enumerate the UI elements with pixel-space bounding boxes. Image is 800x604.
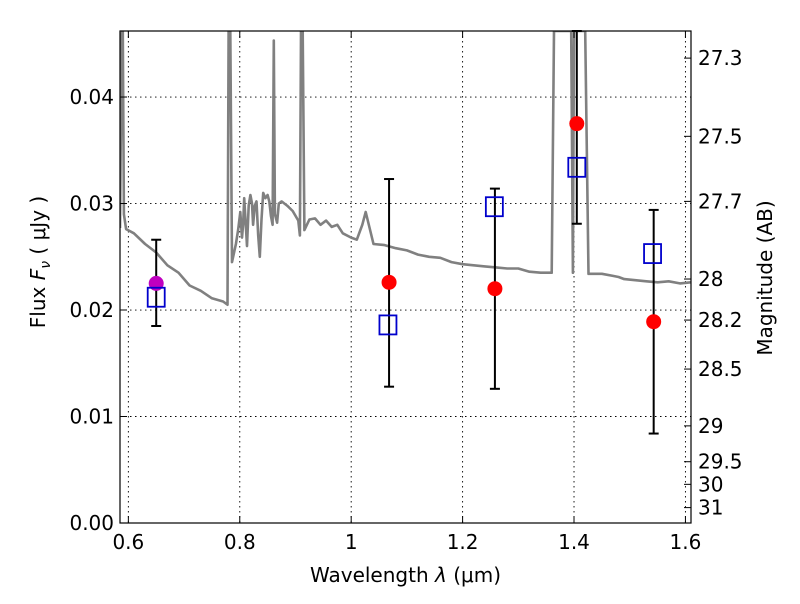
data-point-square xyxy=(378,314,398,336)
y2-tick-label: 27.3 xyxy=(698,46,743,70)
data-point-circle xyxy=(487,281,503,297)
model-spectrum-layer xyxy=(120,31,691,306)
y2-tick-label: 28.2 xyxy=(698,308,743,332)
y2-tick-label: 27.7 xyxy=(698,189,743,213)
y2-tick-label: 28 xyxy=(698,267,723,291)
data-point-circle xyxy=(569,116,585,132)
y2-tick-label: 29.5 xyxy=(698,450,743,474)
y-tick-label: 0.04 xyxy=(69,85,114,109)
data-point-square xyxy=(643,243,662,264)
x-tick-label: 0.6 xyxy=(112,530,144,554)
data-point-square xyxy=(567,156,587,178)
y-tick-label: 0.01 xyxy=(69,405,114,429)
data-point-circle xyxy=(148,275,164,291)
y-tick-label: 0.03 xyxy=(69,192,114,216)
data-point-square xyxy=(484,196,504,218)
y2-tick-label: 28.5 xyxy=(698,357,743,381)
x-axis-label: Wavelength λ (μm) xyxy=(310,563,501,587)
y2-tick-label: 30 xyxy=(698,472,723,496)
x-tick-label: 1 xyxy=(345,530,358,554)
y2-tick-label: 31 xyxy=(698,496,723,520)
photometry-layer xyxy=(146,30,662,435)
y-tick-label: 0.02 xyxy=(69,298,114,322)
ticks-layer: 0.6 0.8 1 1.2 1.4 1.6 0.00 0.01 0.02 0.03 0.04 27.3… xyxy=(69,31,743,554)
data-point-circle xyxy=(646,314,662,330)
data-point-circle xyxy=(381,274,397,290)
x-tick-label: 1.2 xyxy=(447,530,479,554)
y-axis-label: Flux Fν ( μJy ) xyxy=(26,196,54,328)
x-tick-label: 1.4 xyxy=(558,530,590,554)
x-tick-label: 0.8 xyxy=(224,530,256,554)
model-spectrum-line xyxy=(120,31,691,306)
x-tick-label: 1.6 xyxy=(670,530,702,554)
plot-frame xyxy=(119,30,692,524)
data-point-square xyxy=(146,286,166,308)
y-tick-label: 0.00 xyxy=(69,511,114,535)
y2-tick-label: 27.5 xyxy=(698,124,743,148)
y2-axis-label: Magnitude (AB) xyxy=(753,200,777,355)
grid-layer xyxy=(120,31,691,524)
y2-tick-label: 29 xyxy=(698,414,723,438)
